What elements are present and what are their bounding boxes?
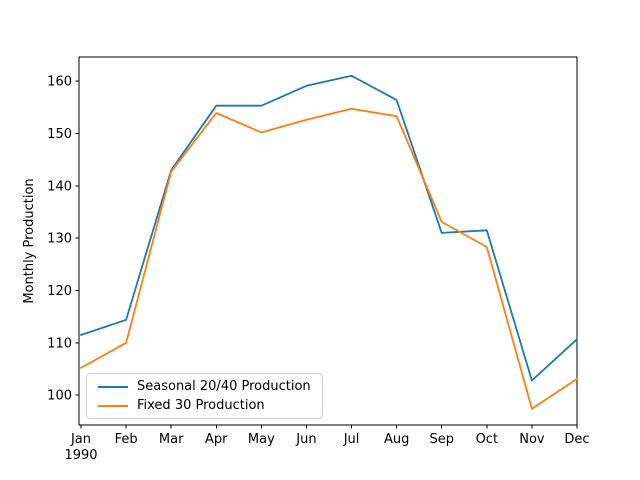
x-tick-year-label: 1990 [64,448,97,463]
y-tick-label: 130 [47,232,72,247]
legend: Seasonal 20/40 Production Fixed 30 Produ… [86,373,323,419]
x-tick-label: Aug [384,432,409,447]
legend-label-seasonal: Seasonal 20/40 Production [137,379,311,394]
legend-item-fixed: Fixed 30 Production [98,399,322,412]
axes-box [78,56,578,426]
y-tick-label: 120 [47,284,72,299]
y-tick-label: 110 [47,336,72,351]
y-tick-label: 100 [47,389,72,404]
x-tick-label: Dec [564,432,589,447]
x-tick-label: May [248,432,275,447]
y-axis-title: Monthly Production [22,178,37,303]
x-tick-label: Jun [295,432,316,447]
legend-line-sample-fixed-icon [98,404,128,407]
x-tick-label: Jul [343,432,360,447]
x-tick-label: Nov [519,432,545,447]
x-tick-label: Jan [70,432,91,447]
x-tick-label: Apr [205,432,228,447]
y-tick-label: 150 [47,127,72,142]
legend-line-sample-seasonal-icon [98,385,128,388]
x-tick-label: Feb [115,432,138,447]
legend-item-seasonal: Seasonal 20/40 Production [98,380,322,393]
y-tick-label: 160 [47,75,72,90]
x-tick-label: Sep [429,432,454,447]
series-line-1 [80,107,578,410]
x-tick-label: Oct [476,432,498,447]
legend-label-fixed: Fixed 30 Production [137,398,265,413]
y-tick-label: 140 [47,179,72,194]
series-line-0 [80,74,578,382]
x-tick-label: Mar [159,432,184,447]
